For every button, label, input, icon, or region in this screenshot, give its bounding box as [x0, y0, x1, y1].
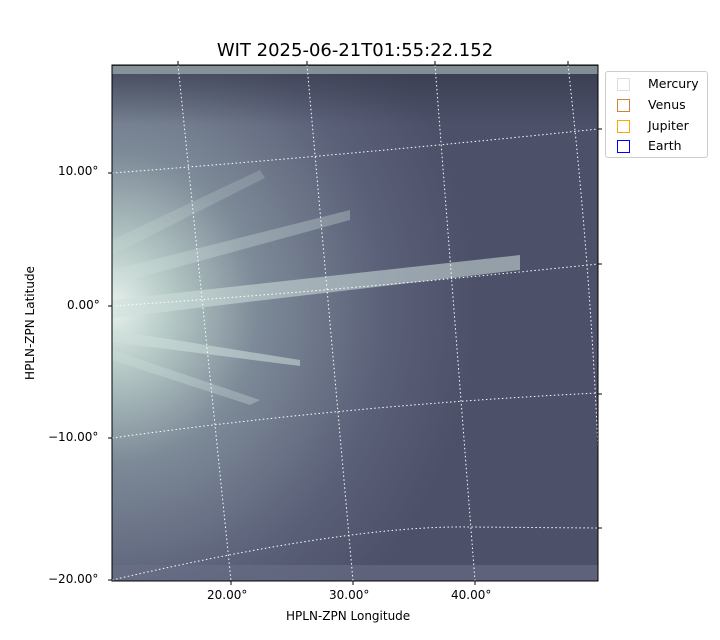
x-tick-label: 30.00° [329, 588, 370, 602]
legend: Mercury Venus Jupiter Earth [605, 71, 708, 158]
legend-label: Venus [648, 97, 686, 112]
y-tick-label: 0.00° [67, 298, 100, 312]
y-tick-label: −10.00° [48, 430, 99, 444]
grid-lat-minus20 [112, 526, 598, 581]
image-background [112, 65, 598, 581]
legend-swatch [617, 78, 630, 91]
grid-lat-minus10 [112, 392, 598, 439]
legend-label: Jupiter [648, 118, 689, 133]
legend-swatch [617, 140, 630, 153]
streamers [112, 170, 520, 405]
legend-label: Earth [648, 138, 682, 153]
axes-frame [111, 64, 599, 582]
grid-lon-20 [177, 65, 232, 581]
coordinate-grid [112, 65, 598, 581]
y-axis-label: HPLN-ZPN Latitude [22, 266, 37, 380]
grid-lat-0 [112, 263, 598, 307]
x-tick-label: 20.00° [207, 588, 248, 602]
grid-lat-10 [112, 128, 598, 174]
ticks [108, 61, 602, 585]
legend-swatch [617, 120, 630, 133]
legend-label: Mercury [648, 76, 699, 91]
y-tick-label: 10.00° [58, 164, 99, 178]
grid-lon-50 [567, 65, 598, 451]
y-tick-label: −20.00° [48, 572, 99, 586]
chart-title: WIT 2025-06-21T01:55:22.152 [216, 40, 494, 61]
legend-swatch [617, 99, 630, 112]
x-tick-label: 40.00° [451, 588, 492, 602]
x-axis-label: HPLN-ZPN Longitude [286, 609, 411, 623]
